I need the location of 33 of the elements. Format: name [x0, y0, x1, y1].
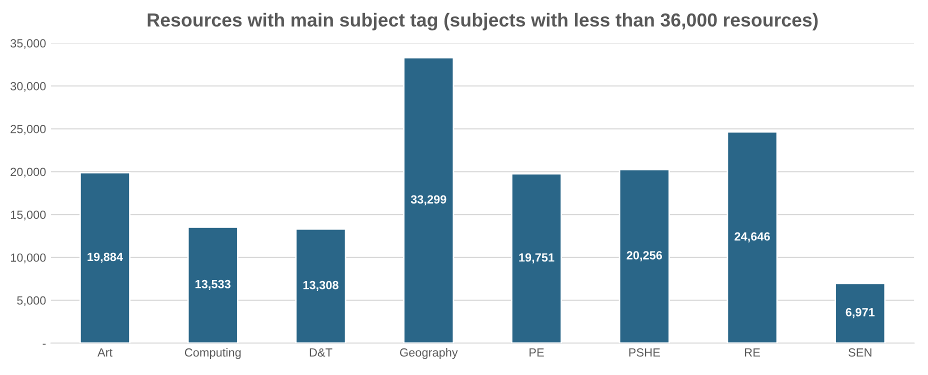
bar — [510, 173, 562, 344]
data-label: 33,299 — [410, 195, 446, 206]
chart-title: Resources with main subject tag (subjects with less than 36,000 resources) — [148, 12, 818, 30]
y-tick-label: 15,000 — [10, 210, 46, 220]
bar — [295, 228, 346, 344]
data-label: 6,971 — [846, 308, 875, 318]
x-tick-label: SEN — [848, 348, 872, 357]
y-tick-label: - — [42, 344, 46, 345]
data-label: 19,751 — [519, 253, 554, 264]
data-label: 13,533 — [196, 280, 230, 290]
y-tick-label: 35,000 — [10, 39, 46, 49]
data-label: 20,256 — [626, 251, 662, 262]
data-label: 24,646 — [734, 232, 770, 242]
bar — [79, 172, 130, 344]
y-tick-label: 20,000 — [10, 168, 46, 178]
bar — [726, 131, 778, 344]
x-tick-label: Geography — [400, 348, 458, 359]
x-tick-label: Computing — [184, 348, 241, 359]
y-tick-label: 30,000 — [10, 82, 46, 92]
data-label: 19,884 — [88, 252, 123, 263]
x-tick-label: D&T — [310, 348, 332, 357]
y-tick-label: 5,000 — [17, 296, 46, 306]
bar — [403, 57, 454, 344]
x-tick-label: PE — [530, 348, 544, 357]
bar — [834, 282, 886, 344]
bar — [618, 168, 670, 344]
x-tick-label: RE — [745, 348, 760, 357]
x-tick-label: PSHE — [629, 348, 660, 357]
bar — [187, 226, 238, 344]
y-tick-label: 25,000 — [10, 124, 46, 135]
y-tick-label: 10,000 — [10, 253, 46, 264]
x-tick-label: Art — [97, 348, 112, 357]
data-label: 13,308 — [303, 280, 338, 291]
